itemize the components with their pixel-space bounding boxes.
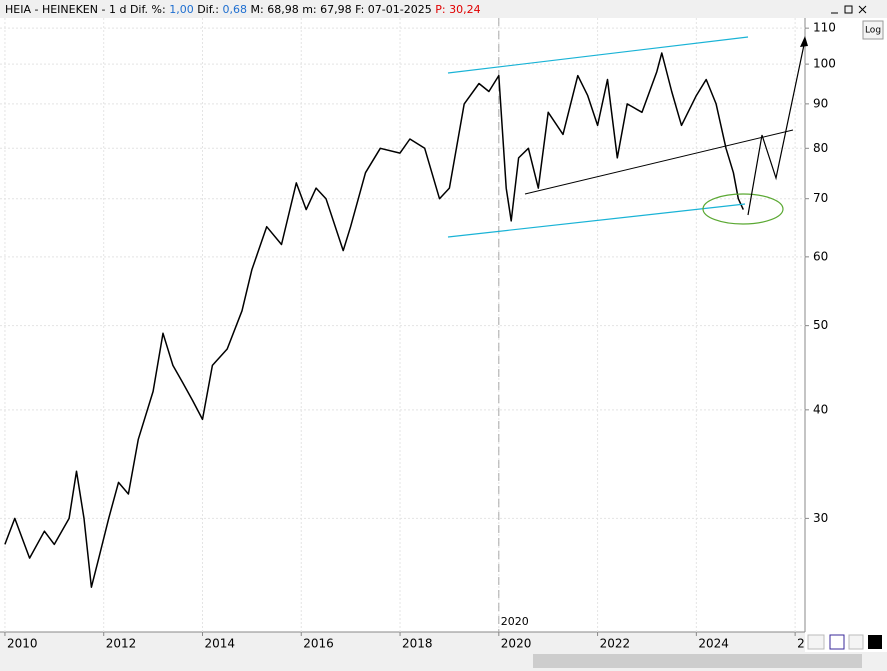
dif: 0,68 [223,3,248,16]
min: m: 67,98 [302,3,351,16]
highlight-ellipse [702,193,784,225]
y-tick-label: 80 [813,141,828,155]
x-tick-label: 2024 [698,637,729,651]
dif-label: Dif.: [197,3,219,16]
maximize[interactable] [844,5,853,14]
log-button-label[interactable]: Log [865,26,881,36]
y-tick-label: 30 [813,511,828,525]
log-button[interactable] [862,20,884,40]
channel-bottom [447,203,746,238]
y-tick-label: 70 [813,191,828,205]
header-bar [0,0,887,18]
x-tick-label: 2012 [106,637,137,651]
x-tick-label: 2020 [501,637,532,651]
price: P: 30,24 [435,3,480,16]
color-button[interactable] [868,635,882,649]
x-tick-label: 2018 [402,637,433,651]
y-tick-label: 100 [813,57,836,71]
x-tick-label: 2014 [204,637,235,651]
interval: 1 d [109,3,126,16]
date: F: 07-01-2025 [355,3,432,16]
x-axis-strip [0,632,805,652]
y-tick-label: 50 [813,318,828,332]
x-tick-label: 2010 [7,637,38,651]
channel-top [447,36,749,74]
trend-line [524,129,794,195]
x-tick-label: 2016 [303,637,334,651]
arrow-head [800,36,808,47]
window-buttons[interactable] [831,5,867,14]
price-line [4,52,744,588]
drawings [447,36,808,238]
pin-button[interactable] [848,634,864,650]
dif-pct: 1,00 [169,3,194,16]
date-marker-label: 2020 [501,615,529,628]
close[interactable] [858,5,867,14]
header-text: HEIA - HEINEKEN - 1 d Dif. %: 1,00 Dif.:… [5,3,481,16]
y-tick-label: 110 [813,21,836,35]
axis-corner [805,632,887,652]
tool-button[interactable] [807,634,825,650]
x-tick-label: 2022 [600,637,631,651]
dif-pct-label: Dif. %: [130,3,166,16]
max: M: 68,98 [251,3,299,16]
projection-arrow [747,39,806,216]
scrollbar-thumb[interactable] [533,654,862,668]
y-tick-label: 60 [813,249,828,263]
symbol: HEIA - HEINEKEN - [5,3,105,16]
save-button[interactable] [829,634,845,650]
y-tick-label: 40 [813,402,828,416]
plot: 30 40 50 60 70 80 90 100 110 2010 2012 2014 2016 2018… [0,18,836,651]
y-tick-label: 90 [813,96,828,110]
